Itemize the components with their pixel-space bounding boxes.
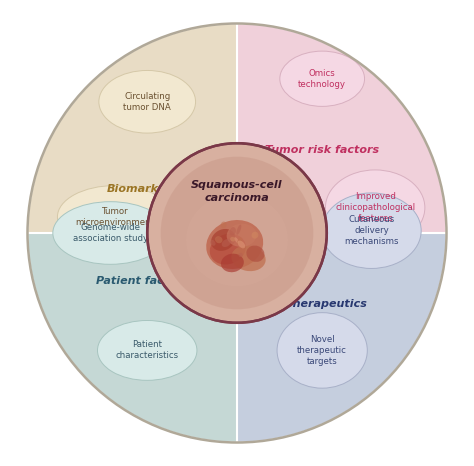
- Ellipse shape: [237, 238, 242, 245]
- Ellipse shape: [227, 224, 256, 247]
- Ellipse shape: [57, 185, 173, 248]
- Ellipse shape: [231, 246, 265, 271]
- Wedge shape: [27, 233, 237, 443]
- Ellipse shape: [322, 193, 421, 268]
- Ellipse shape: [246, 246, 264, 262]
- Ellipse shape: [230, 237, 236, 241]
- Text: Squamous-cell
carcinoma: Squamous-cell carcinoma: [191, 180, 283, 203]
- Text: Patient
characteristics: Patient characteristics: [116, 340, 179, 361]
- Text: Genome-wide
association study: Genome-wide association study: [73, 223, 148, 243]
- Ellipse shape: [237, 225, 241, 235]
- Text: Circulating
tumor DNA: Circulating tumor DNA: [123, 92, 171, 112]
- Ellipse shape: [235, 237, 239, 243]
- Text: Omics
technology: Omics technology: [298, 69, 346, 89]
- Ellipse shape: [211, 229, 235, 251]
- Ellipse shape: [238, 253, 243, 257]
- Wedge shape: [237, 233, 447, 443]
- Ellipse shape: [53, 202, 168, 264]
- Ellipse shape: [280, 51, 365, 106]
- Text: Tumor
microenvironment: Tumor microenvironment: [75, 207, 155, 227]
- Ellipse shape: [98, 321, 197, 380]
- Text: Tumor risk factors: Tumor risk factors: [265, 145, 379, 155]
- Ellipse shape: [229, 227, 236, 235]
- Text: Novel
therapeutic
targets: Novel therapeutic targets: [297, 335, 347, 366]
- Ellipse shape: [326, 170, 425, 246]
- Wedge shape: [237, 23, 447, 233]
- Text: Cutaneous
delivery
mechanisms: Cutaneous delivery mechanisms: [344, 215, 399, 247]
- Ellipse shape: [186, 194, 288, 286]
- Ellipse shape: [222, 239, 231, 247]
- Ellipse shape: [277, 313, 367, 388]
- Ellipse shape: [206, 220, 263, 269]
- Ellipse shape: [210, 234, 246, 265]
- Ellipse shape: [237, 240, 245, 248]
- Circle shape: [147, 143, 327, 323]
- Wedge shape: [27, 23, 237, 233]
- Text: Improved
clinicopathological
features: Improved clinicopathological features: [335, 192, 415, 223]
- Ellipse shape: [215, 236, 223, 243]
- Ellipse shape: [99, 70, 196, 133]
- Ellipse shape: [252, 232, 258, 239]
- Text: Patient factors: Patient factors: [96, 276, 189, 286]
- Circle shape: [161, 157, 313, 309]
- Text: Biomarkers: Biomarkers: [107, 184, 178, 194]
- Ellipse shape: [221, 254, 244, 272]
- Text: Therapeutics: Therapeutics: [286, 299, 368, 309]
- Ellipse shape: [221, 221, 227, 228]
- Ellipse shape: [210, 240, 216, 246]
